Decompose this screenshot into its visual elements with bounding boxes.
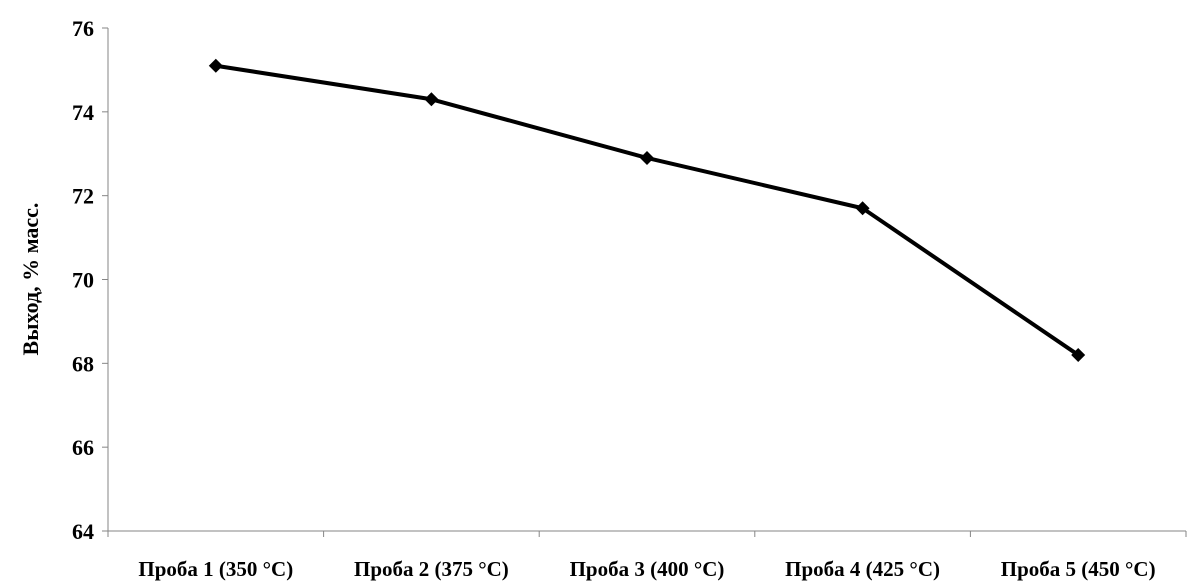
data-point-marker <box>424 92 439 107</box>
data-point-marker <box>640 150 654 165</box>
x-category-label: Проба 2 (375 °С) <box>354 557 509 581</box>
y-tick-label: 74 <box>72 100 94 125</box>
data-point-marker <box>208 58 223 73</box>
y-axis: 64 66 68 70 72 74 76 <box>72 16 109 544</box>
x-category-label: Проба 3 (400 °С) <box>570 557 725 581</box>
x-category-label: Проба 1 (350 °С) <box>138 557 293 581</box>
series-line <box>215 63 1080 357</box>
x-axis: Проба 1 (350 °С) Проба 2 (375 °С) Проба 3 … <box>107 530 1187 581</box>
x-category-label: Проба 4 (425 °С) <box>785 557 940 581</box>
y-axis-title: Выход, % масс. <box>18 203 43 356</box>
data-point-marker <box>1071 347 1086 362</box>
y-tick-label: 66 <box>72 435 94 460</box>
y-tick-label: 72 <box>72 184 94 209</box>
y-tick-label: 64 <box>72 519 94 544</box>
y-tick-label: 68 <box>72 351 94 376</box>
y-tick-label: 76 <box>72 16 94 41</box>
data-point-marker <box>855 201 870 216</box>
y-tick-label: 70 <box>72 268 94 293</box>
series-group <box>208 58 1086 362</box>
x-category-label: Проба 5 (450 °С) <box>1001 557 1156 581</box>
